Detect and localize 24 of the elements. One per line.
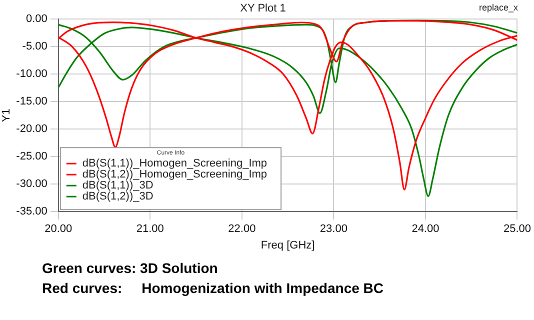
y-tick-label: -10.00 xyxy=(16,68,48,80)
x-tick-label: 21.00 xyxy=(136,223,164,236)
text: replace_x xyxy=(478,2,518,12)
y-tick-label: -15.00 xyxy=(16,96,48,108)
y-tick-label: -20.00 xyxy=(16,123,48,136)
y-tick-label: 0.00 xyxy=(26,13,48,26)
y-tick-label: -25.00 xyxy=(16,150,48,163)
x-tick-label: 22.00 xyxy=(228,223,256,236)
y-tick-label: -5.00 xyxy=(22,40,48,53)
text: Green curves: 3D Solution xyxy=(42,259,219,278)
chart-title: XY Plot 1 xyxy=(240,2,286,15)
x-axis-title: Freq [GHz] xyxy=(260,239,315,252)
legend-label: dB(S(1,2))_3D xyxy=(82,190,154,203)
x-tick-label: 24.00 xyxy=(412,223,440,236)
x-tick-label: 20.00 xyxy=(44,223,72,236)
text: Red curves: Homogenization with Impedance BC xyxy=(42,279,384,298)
x-tick-label: 23.00 xyxy=(320,223,348,236)
legend-label: dB(S(1,1))_Homogen_Screening_Imp xyxy=(82,158,268,170)
y-axis-title: Y1 xyxy=(0,108,13,122)
legend-label: dB(S(1,2))_Homogen_Screening_Imp xyxy=(82,168,268,181)
y-tick-label: -35.00 xyxy=(16,206,48,218)
y-tick-label: -30.00 xyxy=(16,178,48,190)
x-tick-label: 25.00 xyxy=(503,223,531,236)
legend-label: dB(S(1,1))_3D xyxy=(82,180,154,192)
